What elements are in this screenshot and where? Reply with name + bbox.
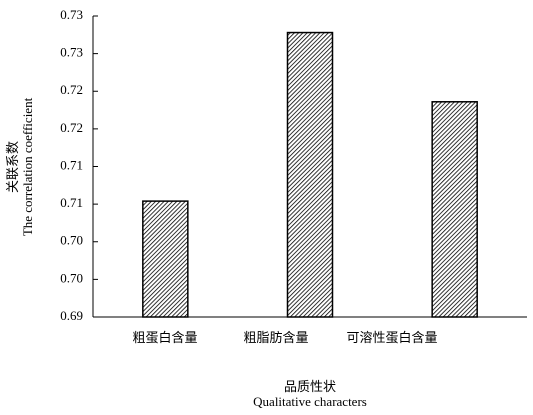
bar: [431, 101, 478, 318]
y-tick-label: 0.72: [60, 120, 83, 135]
bar: [286, 31, 334, 318]
bar: [142, 200, 189, 318]
y-tick-label: 0.69: [60, 308, 83, 323]
y-tick-label: 0.73: [60, 45, 83, 60]
y-axis-title: 关联系数: [5, 141, 20, 193]
y-tick-label: 0.71: [60, 195, 83, 210]
x-axis-title-en: Qualitative characters: [253, 394, 367, 409]
x-tick-label: 粗蛋白含量: [132, 330, 197, 345]
x-axis-title: 品质性状: [284, 379, 336, 394]
y-tick-label: 0.72: [60, 82, 83, 97]
y-axis-title-en: The correlation coefficient: [20, 97, 35, 236]
y-tick-label: 0.70: [60, 270, 83, 285]
y-tick-label: 0.73: [60, 7, 83, 22]
y-tick-label: 0.70: [60, 233, 83, 248]
x-tick-label: 粗脂肪含量: [243, 330, 308, 345]
y-tick-label: 0.71: [60, 157, 83, 172]
x-tick-label: 可溶性蛋白含量: [346, 330, 437, 345]
